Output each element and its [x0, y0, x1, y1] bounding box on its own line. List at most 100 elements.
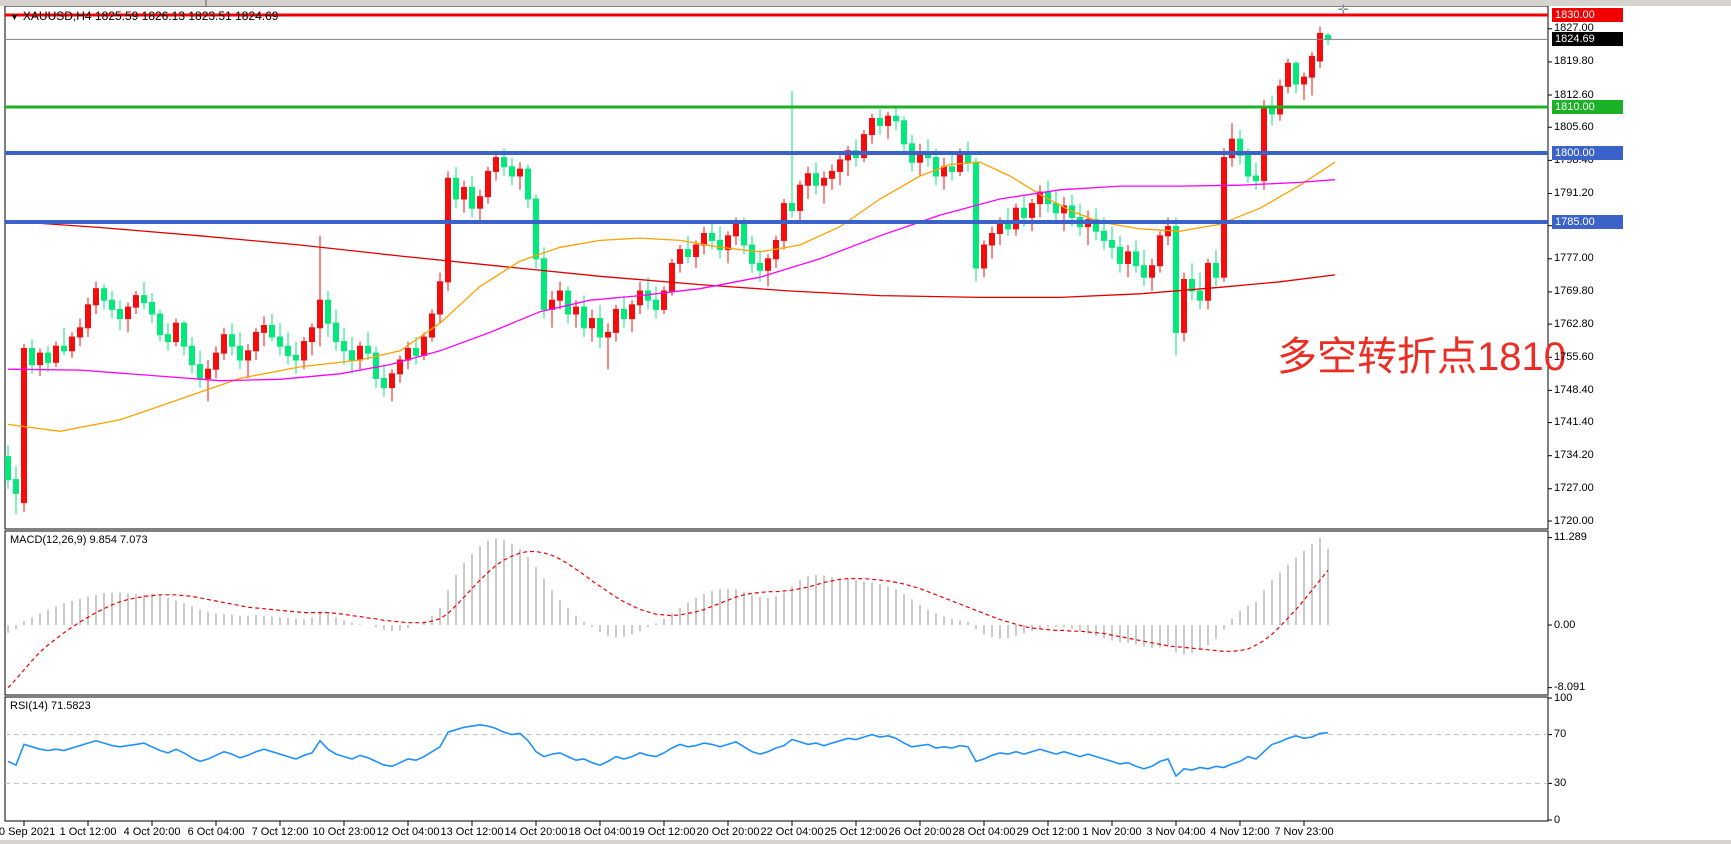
candle-body [789, 203, 795, 212]
time-axis-label[interactable]: 6 Oct 04:00 [187, 826, 245, 838]
candle-body [229, 334, 235, 347]
candle-body [93, 288, 99, 306]
candle-body [509, 166, 515, 177]
macd-scale-label: 11.289 [1554, 531, 1587, 544]
rsi-panel[interactable] [4, 696, 1549, 822]
mouse-cursor-icon: ✛ [1338, 2, 1349, 17]
symbol-ohlc-header: ▼ XAUUSD,H4 1825.59 1826.13 1823.51 1824.… [10, 9, 278, 23]
candle-body [629, 304, 635, 320]
candle-body [61, 345, 67, 352]
candle-body [613, 308, 619, 333]
price-badge-1810.00: 1810.00 [1552, 100, 1623, 114]
candle-body [621, 308, 627, 320]
candle-body [333, 322, 339, 343]
candle-body [341, 341, 347, 352]
chart-annotation-text[interactable]: 多空转折点1810 [1277, 335, 1566, 379]
rsi-line [7, 723, 1329, 778]
time-axis-label[interactable]: 28 Oct 04:00 [952, 826, 1016, 838]
candle-body [1309, 55, 1315, 78]
time-axis-label[interactable]: 22 Oct 04:00 [760, 826, 824, 838]
candle-body [829, 170, 835, 179]
candle-body [1181, 279, 1187, 333]
candle-body [109, 299, 115, 310]
time-axis-label[interactable]: 13 Oct 12:00 [440, 826, 504, 838]
candle-body [709, 233, 715, 241]
time-axis-label[interactable]: 7 Oct 12:00 [251, 826, 309, 838]
candle-body [701, 233, 707, 246]
candle-body [381, 377, 387, 389]
candle-body [1245, 154, 1251, 177]
time-axis-label[interactable]: 14 Oct 20:00 [504, 826, 568, 838]
time-axis-label[interactable]: 10 Oct 23:00 [312, 826, 376, 838]
price-axis-label: 1769.80 [1554, 285, 1594, 298]
candle-body [1325, 34, 1331, 40]
candle-body [365, 345, 371, 354]
time-axis-label[interactable]: 3 Nov 04:00 [1146, 826, 1206, 838]
candle-body [1157, 235, 1163, 267]
candle-body [941, 166, 947, 177]
candle-body [893, 115, 899, 122]
candle-body [661, 290, 667, 310]
candle-body [645, 290, 651, 301]
time-axis-label[interactable]: 29 Oct 12:00 [1016, 826, 1080, 838]
time-axis-label[interactable]: 4 Nov 12:00 [1210, 826, 1270, 838]
candle-body [197, 364, 203, 379]
time-axis-label[interactable]: 18 Oct 04:00 [568, 826, 632, 838]
candle-body [733, 223, 739, 237]
time-axis-label[interactable]: 7 Nov 23:00 [1274, 826, 1334, 838]
time-axis-label[interactable]: 4 Oct 20:00 [123, 826, 181, 838]
candle-body [1093, 219, 1099, 232]
candle-body [493, 157, 499, 172]
window-top-strip-divider [205, 0, 207, 6]
candle-body [1013, 207, 1019, 230]
candle-body [693, 244, 699, 257]
time-axis-label[interactable]: 25 Oct 12:00 [824, 826, 888, 838]
time-axis-label[interactable]: 1 Nov 20:00 [1082, 826, 1142, 838]
candle-body [765, 258, 771, 271]
candle-body [1117, 246, 1123, 264]
candle-body [1317, 32, 1323, 62]
candle-body [573, 306, 579, 315]
ma-fast-magenta-line [7, 179, 1336, 382]
candle-body [797, 184, 803, 211]
candle-body [205, 368, 211, 379]
candle-body [173, 322, 179, 343]
time-axis-label[interactable]: 1 Oct 12:00 [59, 826, 117, 838]
candle-body [1101, 230, 1107, 241]
symbol-ohlc-text: XAUUSD,H4 1825.59 1826.13 1823.51 1824.6… [22, 9, 279, 23]
price-axis-label: 1812.60 [1554, 88, 1594, 101]
macd-signal-line [7, 550, 1329, 689]
time-axis-label[interactable]: 30 Sep 2021 [0, 826, 56, 838]
candle-body [149, 302, 155, 315]
candle-body [1229, 138, 1235, 159]
time-axis-label[interactable]: 12 Oct 04:00 [376, 826, 440, 838]
candle-body [749, 244, 755, 264]
time-axis-label[interactable]: 19 Oct 12:00 [632, 826, 696, 838]
candle-body [349, 350, 355, 361]
candle-body [1213, 262, 1219, 278]
candle-body [237, 345, 243, 361]
candle-body [5, 456, 11, 481]
time-axis-label[interactable]: 26 Oct 20:00 [888, 826, 952, 838]
candle-body [885, 115, 891, 126]
candle-body [653, 299, 659, 310]
candle-body [677, 249, 683, 264]
candle-body [325, 299, 331, 324]
candle-body [517, 168, 523, 177]
price-axis-label: 1819.80 [1554, 55, 1594, 68]
candle-body [1293, 62, 1299, 85]
candle-body [1149, 265, 1155, 278]
candle-body [901, 120, 907, 145]
candle-body [1029, 203, 1035, 218]
time-axis-label[interactable]: 20 Oct 20:00 [696, 826, 760, 838]
price-axis-label: 1727.00 [1554, 482, 1594, 495]
candle-body [485, 170, 491, 198]
candle-body [581, 306, 587, 329]
rsi-scale-label: 30 [1554, 776, 1567, 789]
candle-body [597, 318, 603, 338]
candle-body [453, 177, 459, 200]
candle-body [293, 354, 299, 361]
candle-body [957, 152, 963, 172]
candle-body [421, 336, 427, 356]
